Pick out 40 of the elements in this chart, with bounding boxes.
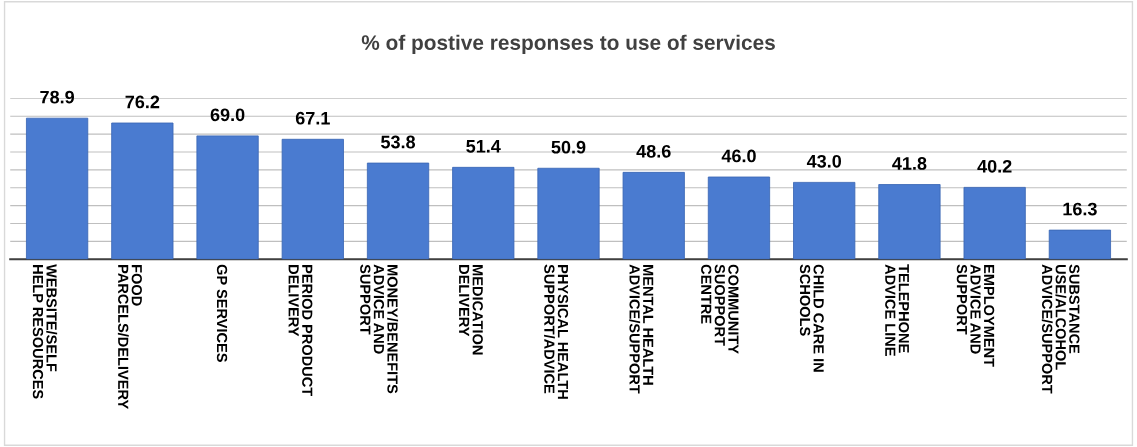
data-label: 69.0	[210, 108, 245, 122]
data-label: 76.2	[125, 95, 160, 109]
data-label: 53.8	[381, 135, 416, 149]
bar	[963, 186, 1026, 260]
bar	[26, 117, 89, 260]
data-label: 50.9	[551, 140, 586, 154]
x-tick-label: MENTAL HEALTH ADVICE/SUPPORT	[629, 264, 654, 394]
bar	[537, 167, 600, 260]
x-tick-label: MONEY/BENEFITS ADVICE AND SUPPORT	[360, 264, 399, 394]
x-tick-label: PHYSICAL HEALTH SUPPORT/ADVICE	[544, 264, 569, 399]
x-tick-label: TELEPHONE ADVICE LINE	[885, 264, 910, 356]
x-tick-label: EMPLOYMENT ADVICE AND SUPPORT	[956, 264, 995, 367]
chart-title: % of postive responses to use of services	[361, 34, 775, 55]
x-tick-label: SUBSTANCE USE/ALCOHOL ADVICE/SUPPORT	[1041, 264, 1080, 394]
bar	[196, 135, 259, 260]
bar	[707, 176, 771, 260]
bar	[281, 138, 344, 260]
bar	[793, 181, 856, 260]
x-tick-label: COMMUNITY SUOPPORT CENTRE	[701, 264, 739, 354]
data-label: 16.3	[1063, 202, 1097, 216]
data-label: 51.4	[466, 140, 501, 153]
x-tick-label: GP SERVICES	[216, 264, 228, 362]
bar	[622, 171, 685, 260]
data-label: 78.9	[40, 90, 75, 104]
data-label: 67.1	[295, 111, 330, 125]
data-label: 40.2	[977, 159, 1012, 173]
x-tick-label: FOOD PARCELS/DELIVERY	[117, 265, 142, 409]
data-label: 43.0	[806, 154, 842, 168]
bar	[452, 166, 515, 260]
x-tick-label: WEBSITE/SELF HELP RESOURCES	[32, 264, 58, 399]
data-label: 41.8	[892, 157, 927, 170]
x-tick-label: MEDICATION DELIVERY	[459, 265, 483, 355]
bar	[878, 184, 941, 260]
bar	[1048, 229, 1111, 260]
x-tick-label: CHILD CARE IN SCHOOLS	[799, 264, 824, 372]
x-tick-label: PERIOD PRODUCT DELIVERY	[288, 265, 313, 397]
data-label: 48.6	[636, 144, 671, 158]
data-label: 46.0	[721, 149, 756, 163]
bar	[366, 162, 430, 260]
bar	[111, 122, 174, 260]
